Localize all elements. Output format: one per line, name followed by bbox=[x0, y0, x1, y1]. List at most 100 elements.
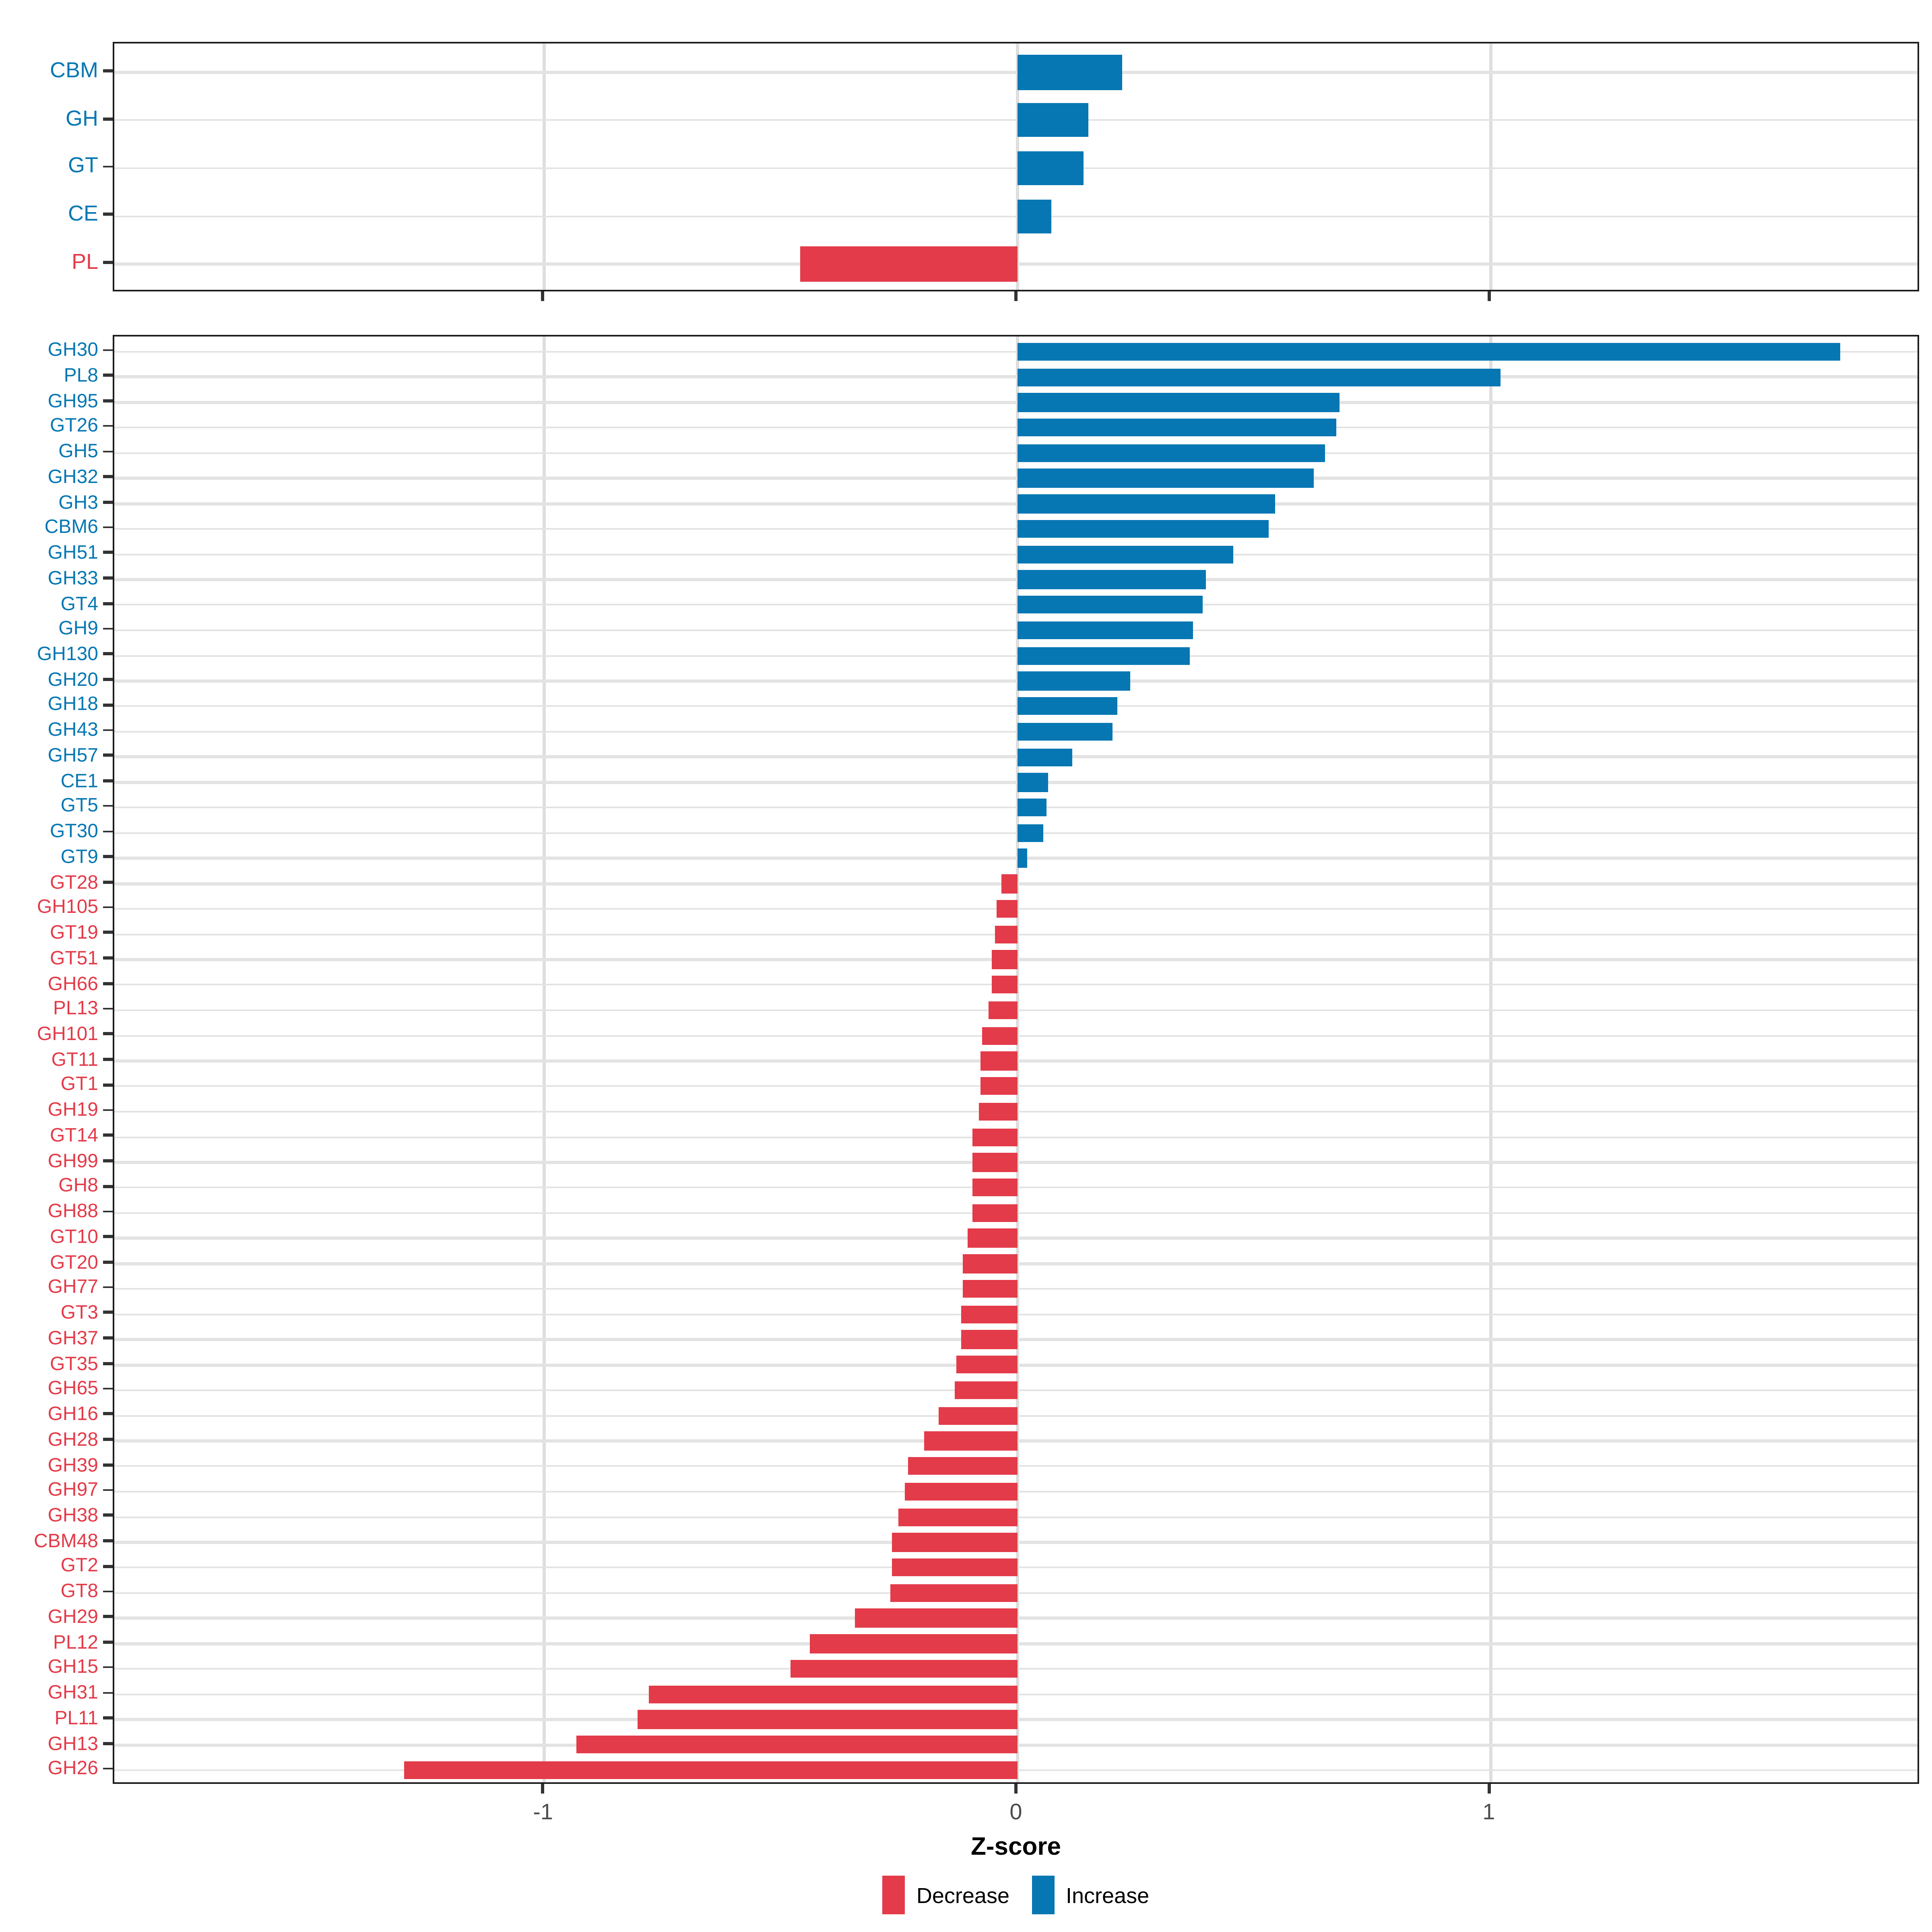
y-tick bbox=[103, 1311, 113, 1314]
bar-GH65 bbox=[954, 1381, 1018, 1399]
y-tick bbox=[103, 374, 113, 377]
y-axis-label-GH30: GH30 bbox=[47, 338, 98, 361]
y-axis-label-GT11: GT11 bbox=[51, 1048, 99, 1070]
bar-GH101 bbox=[981, 1026, 1018, 1045]
legend-swatch-increase bbox=[1032, 1876, 1055, 1914]
bar-GT19 bbox=[995, 925, 1018, 943]
bar-GT30 bbox=[1018, 824, 1044, 842]
y-axis-label-PL8: PL8 bbox=[64, 363, 98, 386]
y-tick bbox=[103, 1032, 113, 1036]
y-tick bbox=[103, 261, 113, 264]
bar-GH3 bbox=[1018, 494, 1276, 513]
y-tick bbox=[103, 399, 113, 402]
y-axis-label-GH95: GH95 bbox=[47, 389, 98, 412]
y-axis-label-GH33: GH33 bbox=[47, 566, 98, 589]
y-tick bbox=[103, 425, 113, 427]
y-tick bbox=[103, 1412, 113, 1416]
y-tick bbox=[103, 779, 113, 782]
y-tick bbox=[103, 1641, 113, 1643]
bar-GT8 bbox=[890, 1584, 1018, 1602]
y-axis-label-GH28: GH28 bbox=[47, 1428, 98, 1451]
bar-GH8 bbox=[972, 1179, 1018, 1197]
y-axis-label-GH57: GH57 bbox=[47, 743, 98, 766]
bar-GH105 bbox=[996, 900, 1018, 918]
y-axis-label-GT51: GT51 bbox=[50, 946, 98, 969]
y-tick bbox=[103, 1058, 113, 1061]
bar-GH18 bbox=[1018, 697, 1117, 716]
x-tick-label--1: -1 bbox=[533, 1798, 553, 1824]
y-tick bbox=[103, 956, 113, 960]
bar-GH32 bbox=[1018, 469, 1313, 488]
y-axis-label-GH26: GH26 bbox=[47, 1757, 98, 1780]
y-tick bbox=[103, 1742, 113, 1745]
gridline-y bbox=[114, 71, 1918, 74]
y-tick bbox=[103, 729, 113, 732]
y-axis-label-PL13: PL13 bbox=[53, 997, 98, 1020]
y-axis-label-GT2: GT2 bbox=[60, 1554, 98, 1577]
y-tick bbox=[103, 1185, 113, 1187]
bar-PL13 bbox=[989, 1001, 1018, 1020]
y-tick bbox=[103, 1590, 113, 1593]
bar-GH26 bbox=[404, 1761, 1018, 1779]
y-axis-label-GH8: GH8 bbox=[58, 1174, 98, 1197]
gridline-y bbox=[114, 376, 1918, 378]
x-tick-0 bbox=[1014, 1784, 1018, 1794]
y-axis-label-GT4: GT4 bbox=[60, 592, 98, 615]
y-tick bbox=[103, 500, 113, 504]
y-tick bbox=[103, 1691, 113, 1694]
bar-GT35 bbox=[956, 1356, 1018, 1374]
gridline-y bbox=[114, 680, 1918, 682]
y-axis-label-CBM6: CBM6 bbox=[44, 516, 98, 539]
bar-GH29 bbox=[855, 1609, 1018, 1628]
legend: Decrease Increase bbox=[113, 1876, 1919, 1914]
y-tick bbox=[103, 1336, 113, 1340]
gridline-y bbox=[114, 502, 1918, 505]
x-tick--1 bbox=[541, 291, 545, 301]
y-tick bbox=[103, 627, 113, 630]
bar-GH30 bbox=[1018, 343, 1841, 361]
y-tick bbox=[103, 1463, 113, 1466]
y-tick bbox=[103, 117, 113, 120]
x-tick-label-0: 0 bbox=[1009, 1798, 1022, 1824]
y-tick bbox=[103, 1615, 113, 1618]
y-axis-label-GT19: GT19 bbox=[50, 921, 98, 944]
gridline-y bbox=[114, 806, 1918, 809]
y-tick bbox=[103, 931, 113, 934]
bar-PL12 bbox=[810, 1634, 1018, 1653]
legend-swatch-decrease bbox=[882, 1876, 905, 1914]
y-axis-label-GT14: GT14 bbox=[50, 1123, 98, 1146]
bar-PL8 bbox=[1018, 368, 1500, 386]
y-axis-label-PL11: PL11 bbox=[54, 1706, 98, 1729]
bar-GH38 bbox=[898, 1508, 1018, 1526]
bar-GH99 bbox=[972, 1153, 1018, 1172]
bar-GH97 bbox=[904, 1482, 1018, 1501]
bar-GH43 bbox=[1018, 722, 1112, 741]
y-tick bbox=[103, 576, 113, 580]
y-tick bbox=[103, 1488, 113, 1492]
y-axis-label-GT10: GT10 bbox=[50, 1225, 98, 1248]
x-axis-title: Z-score bbox=[971, 1834, 1061, 1861]
gridline-y bbox=[114, 832, 1918, 834]
gridline-y bbox=[114, 119, 1918, 122]
y-tick bbox=[103, 1716, 113, 1719]
family-panel bbox=[113, 335, 1919, 1784]
bar-GT20 bbox=[963, 1254, 1018, 1273]
bar-GH88 bbox=[972, 1203, 1018, 1222]
bar-GT4 bbox=[1018, 596, 1202, 614]
y-tick bbox=[103, 1083, 113, 1086]
y-tick bbox=[103, 754, 113, 757]
bar-GH19 bbox=[979, 1102, 1018, 1121]
y-tick bbox=[103, 1134, 113, 1137]
gridline-y bbox=[114, 528, 1918, 530]
gridline-y bbox=[114, 731, 1918, 733]
bar-GH31 bbox=[648, 1685, 1018, 1704]
y-tick bbox=[103, 551, 113, 554]
y-axis-label-GT35: GT35 bbox=[50, 1352, 98, 1375]
gridline-x--1 bbox=[543, 43, 546, 290]
bar-GH95 bbox=[1018, 393, 1339, 412]
bar-CE1 bbox=[1018, 773, 1049, 792]
y-tick bbox=[103, 1666, 113, 1669]
y-axis-label-CBM: CBM bbox=[50, 58, 98, 82]
y-tick bbox=[103, 1767, 113, 1770]
